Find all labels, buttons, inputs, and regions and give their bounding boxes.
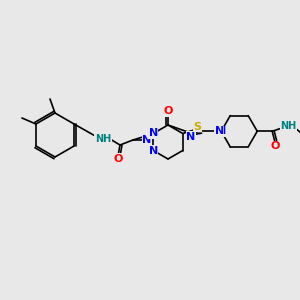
Text: N: N [186,132,195,142]
Text: N: N [149,146,158,155]
Text: O: O [163,106,173,116]
Text: N: N [149,128,158,139]
Text: N: N [217,126,226,136]
Text: N: N [142,135,152,145]
Text: S: S [194,122,202,131]
Text: O: O [113,154,123,164]
Text: N: N [214,126,224,136]
Text: O: O [271,141,280,151]
Text: NH: NH [95,134,111,144]
Text: NH: NH [280,121,296,131]
